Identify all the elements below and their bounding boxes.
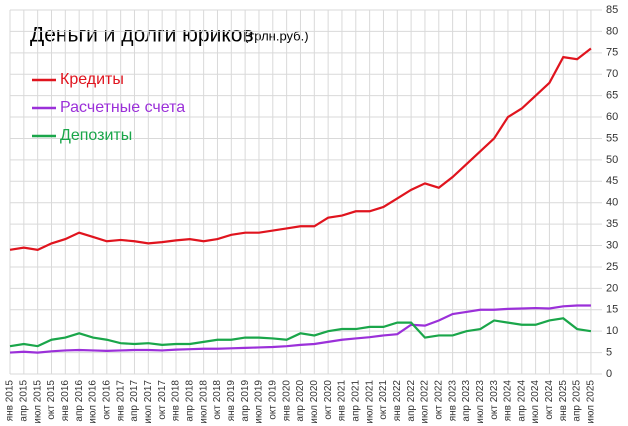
x-tick-label: апр 2018 — [184, 380, 195, 422]
line — [9, 317, 592, 348]
x-tick-label: янв 2020 — [281, 380, 292, 422]
y-tick-label: 35 — [606, 218, 618, 230]
y-tick-label: 45 — [606, 175, 618, 187]
x-tick-label: июл 2019 — [254, 380, 265, 424]
x-tick-label: апр 2019 — [240, 380, 251, 422]
x-tick-label: окт 2018 — [212, 380, 223, 420]
x-tick-label: окт 2015 — [46, 380, 57, 420]
x-tick-label: окт 2020 — [323, 380, 334, 420]
y-tick-label: 60 — [606, 111, 618, 123]
y-tick-label: 85 — [606, 4, 618, 16]
x-tick-label: июл 2018 — [198, 380, 209, 424]
x-tick-label: янв 2015 — [5, 380, 16, 422]
x-tick-label: июл 2021 — [364, 380, 375, 424]
y-tick-label: 30 — [606, 239, 618, 251]
x-tick-label: окт 2017 — [157, 380, 168, 420]
chart-subtitle: (трлн.руб.) — [244, 28, 309, 43]
legend-label: Депозиты — [60, 127, 132, 144]
line — [9, 304, 591, 354]
grid — [9, 9, 602, 375]
x-tick-label: янв 2017 — [115, 380, 126, 422]
x-tick-label: апр 2015 — [18, 380, 29, 422]
x-tick-label: июл 2017 — [143, 380, 154, 424]
x-tick-label: июл 2015 — [32, 380, 43, 424]
x-tick-label: окт 2016 — [101, 380, 112, 420]
x-tick-label: янв 2024 — [503, 380, 514, 422]
y-tick-label: 65 — [606, 90, 618, 102]
y-tick-label: 25 — [606, 261, 618, 273]
x-tick-label: янв 2022 — [392, 380, 403, 422]
x-tick-label: июл 2016 — [88, 380, 99, 424]
y-tick-label: 5 — [606, 346, 612, 358]
x-tick-label: апр 2025 — [572, 380, 583, 422]
y-tick-label: 15 — [606, 304, 618, 316]
x-tick-label: янв 2023 — [447, 380, 458, 422]
y-tick-label: 20 — [606, 282, 618, 294]
x-tick-label: янв 2019 — [226, 380, 237, 422]
x-tick-label: апр 2016 — [74, 380, 85, 422]
x-tick-label: июл 2022 — [420, 380, 431, 424]
x-tick-label: янв 2016 — [60, 380, 71, 422]
x-tick-label: июл 2025 — [586, 380, 597, 424]
x-tick-label: апр 2024 — [516, 380, 527, 422]
x-tick-label: апр 2017 — [129, 380, 140, 422]
x-tick-label: окт 2024 — [544, 380, 555, 420]
y-tick-label: 40 — [606, 197, 618, 209]
line — [9, 47, 592, 251]
y-tick-label: 50 — [606, 154, 618, 166]
x-tick-label: окт 2023 — [489, 380, 500, 420]
legend-label: Кредиты — [60, 71, 124, 88]
y-tick-label: 75 — [606, 47, 618, 59]
x-tick-label: окт 2019 — [267, 380, 278, 420]
chart-title: Деньги и долги юриков — [30, 24, 254, 47]
x-tick-label: апр 2020 — [295, 380, 306, 422]
y-tick-label: 55 — [606, 132, 618, 144]
x-tick-label: апр 2021 — [350, 380, 361, 422]
x-tick-label: янв 2018 — [171, 380, 182, 422]
x-tick-label: апр 2023 — [461, 380, 472, 422]
y-tick-label: 0 — [606, 368, 612, 380]
x-tick-label: апр 2022 — [406, 380, 417, 422]
y-tick-label: 70 — [606, 68, 618, 80]
x-tick-label: июл 2023 — [475, 380, 486, 424]
x-tick-label: окт 2022 — [433, 380, 444, 420]
x-tick-label: янв 2025 — [558, 380, 569, 422]
legend-label: Расчетные счета — [60, 99, 185, 116]
x-tick-label: окт 2021 — [378, 380, 389, 420]
x-tick-label: июл 2024 — [530, 380, 541, 424]
x-tick-label: июл 2020 — [309, 380, 320, 424]
y-tick-label: 80 — [606, 25, 618, 37]
x-tick-label: янв 2021 — [337, 380, 348, 422]
y-tick-label: 10 — [606, 325, 618, 337]
